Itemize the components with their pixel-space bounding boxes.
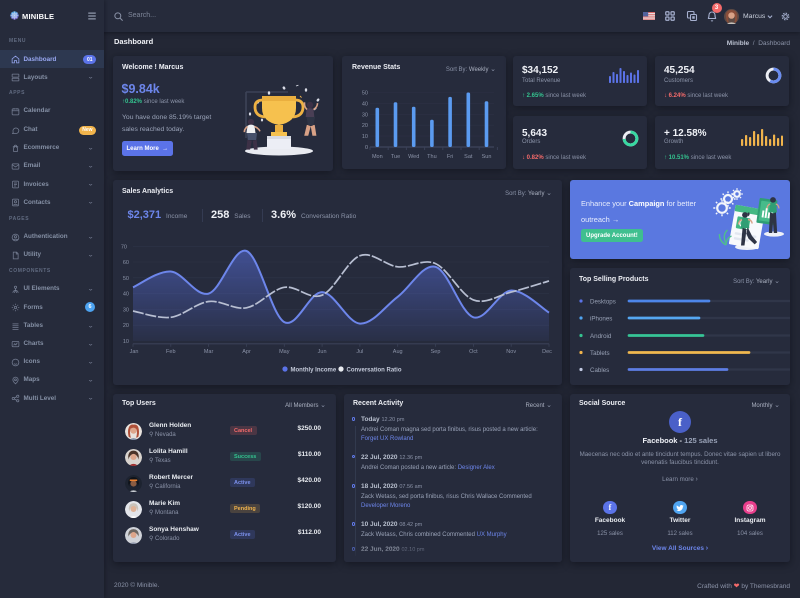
- svg-text:20: 20: [123, 323, 129, 329]
- svg-text:Jul: Jul: [356, 349, 363, 355]
- svg-text:May: May: [279, 349, 290, 355]
- svg-text:70: 70: [121, 244, 127, 250]
- svg-text:Monthly Income: Monthly Income: [291, 368, 337, 374]
- svg-text:Sep: Sep: [431, 349, 441, 355]
- svg-text:Wed: Wed: [408, 154, 419, 160]
- svg-text:40: 40: [362, 101, 368, 107]
- svg-text:iPhones: iPhones: [590, 316, 612, 323]
- svg-text:Android: Android: [590, 333, 612, 340]
- svg-text:Tue: Tue: [391, 154, 400, 160]
- svg-text:Jun: Jun: [318, 349, 327, 355]
- svg-text:30: 30: [362, 112, 368, 118]
- svg-text:10: 10: [123, 339, 129, 345]
- svg-text:Desktops: Desktops: [590, 299, 616, 306]
- svg-text:Conversation Ratio: Conversation Ratio: [347, 368, 402, 374]
- svg-text:Nov: Nov: [506, 349, 516, 355]
- svg-text:Mon: Mon: [372, 154, 383, 160]
- svg-text:60: 60: [123, 260, 129, 266]
- svg-text:Oct: Oct: [469, 349, 478, 355]
- svg-text:0: 0: [365, 145, 368, 151]
- svg-text:50: 50: [123, 276, 129, 282]
- svg-text:Tablets: Tablets: [590, 350, 610, 357]
- svg-text:Feb: Feb: [166, 349, 175, 355]
- svg-text:10: 10: [362, 134, 368, 140]
- svg-text:Aug: Aug: [393, 349, 403, 355]
- svg-text:40: 40: [123, 292, 129, 298]
- svg-text:50: 50: [362, 91, 368, 97]
- svg-text:Jan: Jan: [130, 349, 139, 355]
- svg-text:Fri: Fri: [447, 154, 453, 160]
- svg-text:Sat: Sat: [464, 154, 473, 160]
- svg-text:Dec: Dec: [542, 349, 552, 355]
- svg-text:20: 20: [362, 123, 368, 129]
- svg-text:Cables: Cables: [590, 367, 609, 374]
- svg-text:Thu: Thu: [427, 154, 436, 160]
- svg-text:30: 30: [123, 307, 129, 313]
- svg-text:Apr: Apr: [242, 349, 251, 355]
- svg-text:Mar: Mar: [204, 349, 214, 355]
- svg-text:Sun: Sun: [482, 154, 492, 160]
